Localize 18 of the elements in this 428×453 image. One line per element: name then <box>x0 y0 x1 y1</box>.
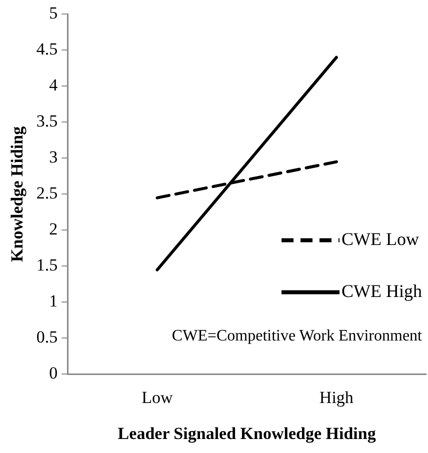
y-tick-label: 4.5 <box>36 40 58 59</box>
y-tick-label: 5 <box>49 4 58 23</box>
y-tick-label: 2.5 <box>36 184 58 203</box>
y-tick-label: 1 <box>49 292 58 311</box>
x-tick-label: Low <box>142 388 174 407</box>
annotation: CWE=Competitive Work Environment <box>172 327 423 344</box>
x-tick-label: High <box>319 388 354 407</box>
y-tick-label: 0.5 <box>36 328 58 347</box>
y-tick-label: 4 <box>49 76 58 95</box>
y-tick-label: 0 <box>49 364 58 383</box>
y-tick-label: 2 <box>49 220 58 239</box>
x-axis-title: Leader Signaled Knowledge Hiding <box>118 424 376 444</box>
y-tick-label: 1.5 <box>36 256 58 275</box>
legend-label: CWE Low <box>342 228 419 249</box>
y-tick-label: 3.5 <box>36 112 58 131</box>
legend-label: CWE High <box>342 280 422 301</box>
y-axis-title: Knowledge Hiding <box>8 126 27 262</box>
y-tick-label: 3 <box>49 148 58 167</box>
